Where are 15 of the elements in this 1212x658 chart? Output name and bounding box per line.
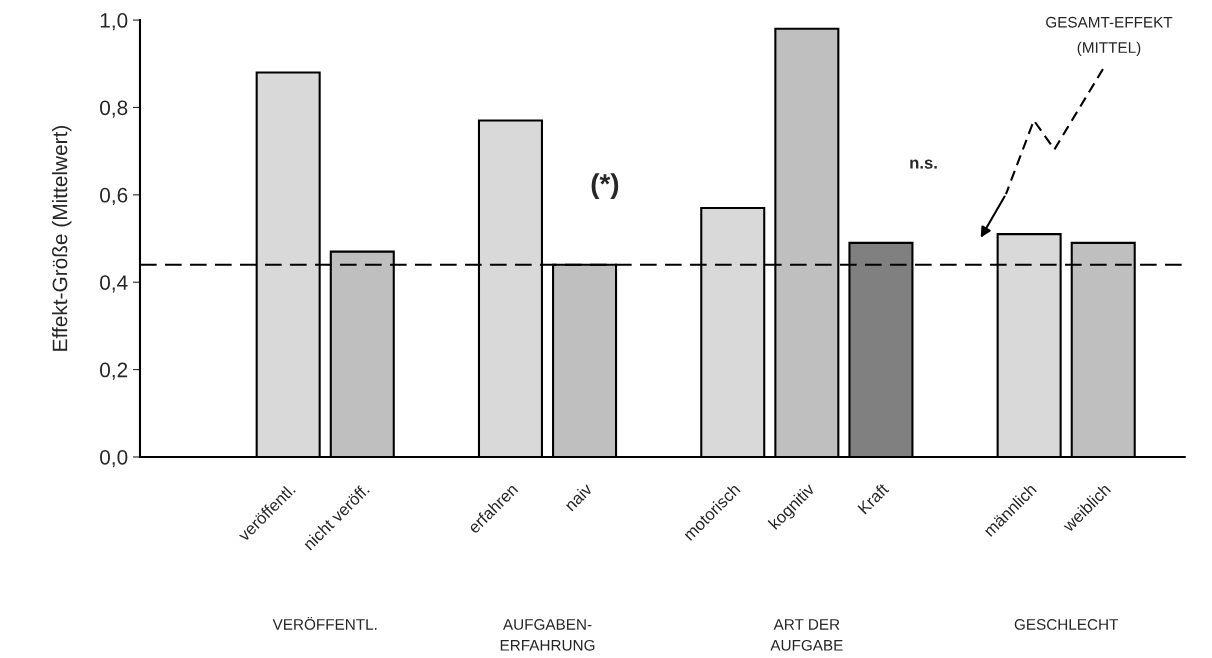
annotation: (*): [591, 173, 619, 200]
text: GESCHLECHT: [1014, 619, 1119, 630]
x-tick-label: naiv: [563, 482, 594, 512]
text: AUFGABEN- ERFAHRUNG: [500, 619, 595, 651]
y-tick-label: 0,8: [100, 100, 128, 118]
text: ART DER AUFGABE: [770, 619, 843, 651]
annotation: n.s.: [910, 159, 937, 169]
text: VERÖFFENTL.: [272, 616, 377, 630]
y-tick-label: 1,0: [100, 13, 128, 31]
y-tick-label: 0,0: [100, 449, 128, 468]
y-axis-title: Effekt-Größe (Mittelwert): [52, 125, 72, 351]
y-tick-label: 0,2: [100, 362, 128, 380]
y-tick-label: 0,4: [100, 275, 128, 293]
ref-line-label: GESAMT-EFFEKT (MITTEL): [1046, 16, 1173, 56]
y-tick-label: 0,6: [100, 187, 128, 206]
